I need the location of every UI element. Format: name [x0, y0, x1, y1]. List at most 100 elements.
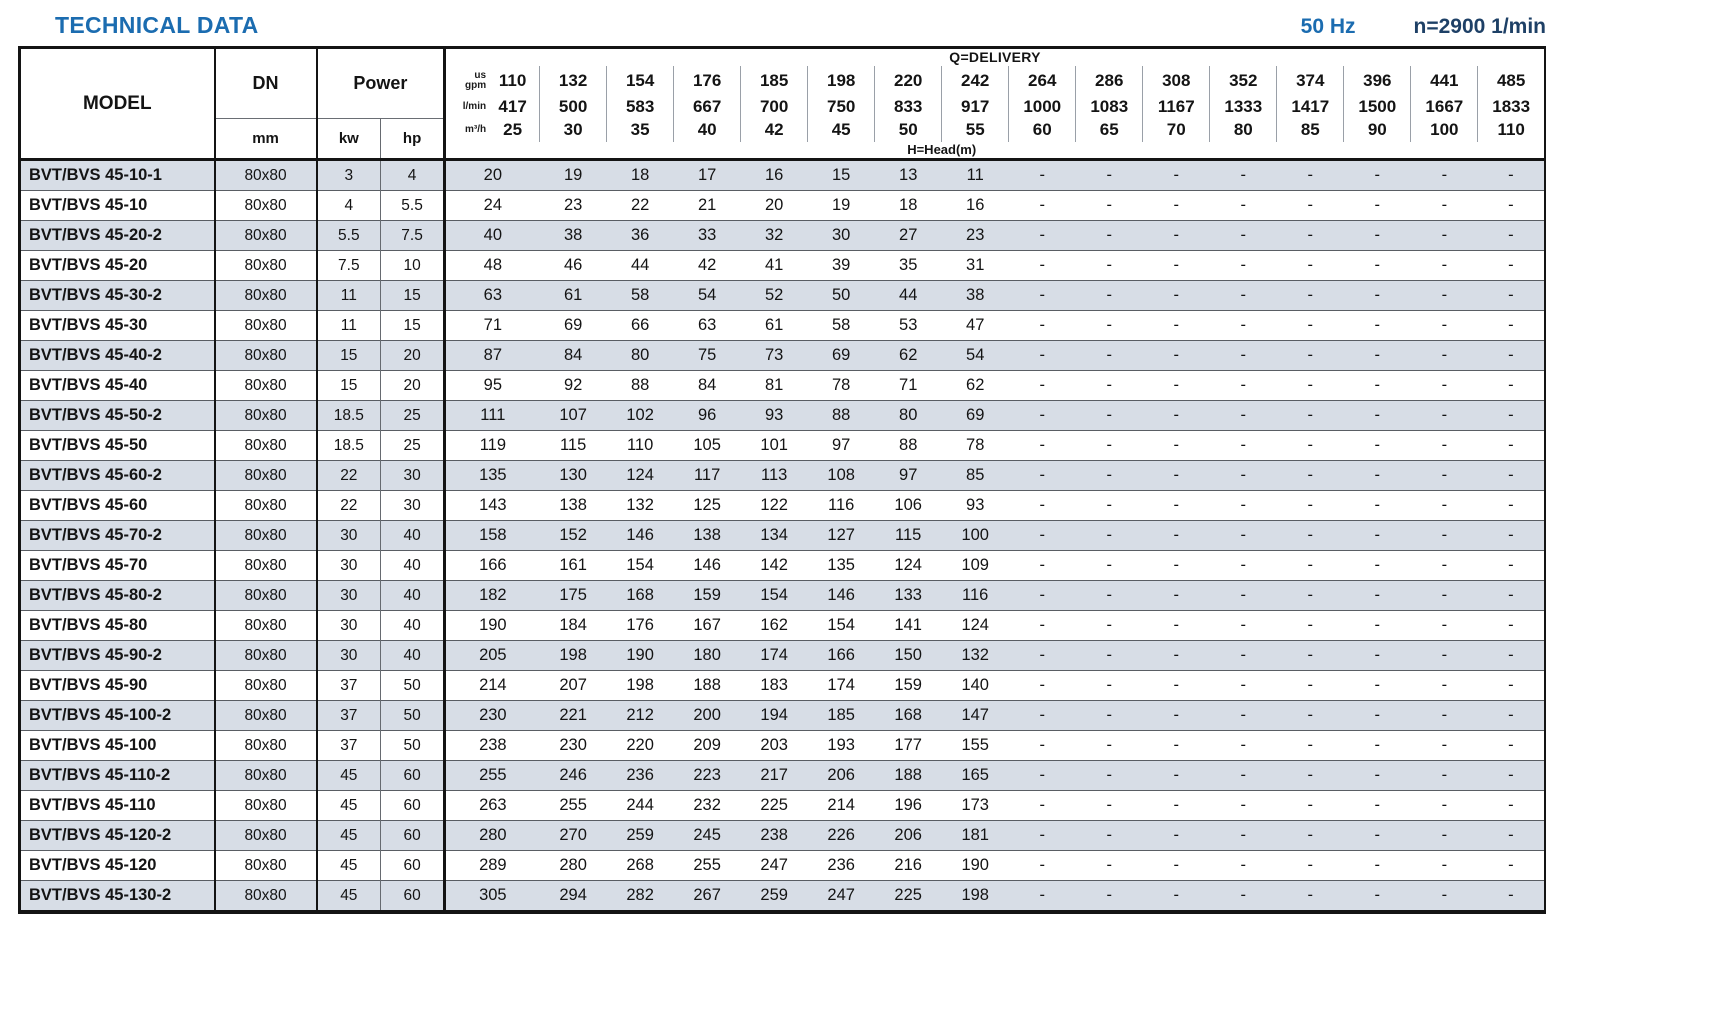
model-header: MODEL	[19, 47, 216, 160]
head-value-cell: -	[1410, 430, 1478, 461]
head-value-cell: 305	[444, 880, 540, 912]
table-row: BVT/BVS 45-110-2 80x80 45 60 255 246 236 223 217…	[19, 760, 1545, 791]
head-value-cell: -	[1410, 640, 1478, 671]
head-value-cell: 97	[874, 460, 942, 491]
flow-header-cell: l/min 417	[445, 96, 540, 119]
head-value-cell: -	[1343, 550, 1411, 581]
head-value-cell: -	[1075, 220, 1143, 251]
head-value-cell: -	[1276, 580, 1344, 611]
head-value-cell: 232	[673, 790, 741, 821]
head-value-cell: 127	[807, 520, 875, 551]
table-row: BVT/BVS 45-30 80x80 11 15 71 69 66 63 61 58 53 47- -…	[19, 310, 1545, 341]
head-value-cell: 87	[444, 340, 540, 371]
gpm-unit-label: us gpm	[464, 69, 487, 91]
head-value-cell: 212	[606, 700, 674, 731]
head-value-cell: 38	[941, 280, 1009, 311]
dn-cell: 80x80	[214, 730, 318, 761]
head-value-cell: 41	[740, 250, 808, 281]
head-value-cell: 203	[740, 730, 808, 761]
hp-cell: 10	[380, 250, 447, 281]
flow-header-cell: 45	[807, 118, 875, 142]
kw-cell: 30	[316, 640, 382, 671]
head-value-cell: 247	[740, 850, 808, 881]
head-value-cell: -	[1410, 340, 1478, 371]
head-value-cell: 27	[874, 220, 942, 251]
head-value-cell: -	[1008, 430, 1076, 461]
head-value-cell: -	[1075, 850, 1143, 881]
model-cell: BVT/BVS 45-10-1	[19, 158, 216, 191]
head-value-cell: -	[1410, 820, 1478, 851]
flow-header-cell: 485	[1477, 65, 1545, 96]
head-value-cell: 32	[740, 220, 808, 251]
head-value-cell: -	[1410, 190, 1478, 221]
head-value-cell: 92	[539, 370, 607, 401]
head-value-cell: -	[1008, 190, 1076, 221]
head-value-cell: 226	[807, 820, 875, 851]
head-value-cell: 96	[673, 400, 741, 431]
head-value-cell: -	[1343, 430, 1411, 461]
head-value-cell: 255	[444, 760, 540, 791]
head-value-cell: 155	[941, 730, 1009, 761]
head-value-cell: -	[1410, 490, 1478, 521]
head-value-cell: 236	[807, 850, 875, 881]
flow-header-cell: 50	[874, 118, 942, 142]
head-value-cell: 146	[673, 550, 741, 581]
table-row: BVT/BVS 45-120-2 80x80 45 60 280 270 259 245 238…	[19, 820, 1545, 851]
head-value-cell: -	[1008, 280, 1076, 311]
head-value-cell: 174	[807, 670, 875, 701]
hp-cell: 25	[380, 430, 447, 461]
head-value-cell: -	[1209, 820, 1277, 851]
head-value-cell: 19	[539, 158, 607, 191]
head-value-cell: 62	[874, 340, 942, 371]
flow-header-cell: 667	[673, 95, 741, 119]
flow-header-cell: 750	[807, 95, 875, 119]
table-body: BVT/BVS 45-10-1 80x80 3 4 20 19 18 17 16 15 13 11- -…	[19, 158, 1545, 912]
head-value-cell: -	[1209, 580, 1277, 611]
head-value-cell: -	[1142, 158, 1210, 191]
head-value-cell: 206	[807, 760, 875, 791]
head-value-cell: -	[1075, 370, 1143, 401]
hp-cell: 40	[380, 520, 447, 551]
hp-cell: 60	[380, 790, 447, 821]
head-value-cell: -	[1142, 730, 1210, 761]
flow-header-cell: 1667	[1410, 95, 1478, 119]
flow-header-cell: 90	[1343, 118, 1411, 142]
head-value-cell: -	[1209, 250, 1277, 281]
head-value-cell: 176	[606, 610, 674, 641]
dn-cell: 80x80	[214, 760, 318, 791]
head-value-cell: -	[1209, 340, 1277, 371]
head-value-cell: -	[1008, 370, 1076, 401]
head-value-cell: 69	[807, 340, 875, 371]
head-value-cell: 263	[444, 790, 540, 821]
head-value-cell: 116	[807, 490, 875, 521]
head-value-cell: -	[1343, 730, 1411, 761]
flow-header-cell: 1833	[1477, 95, 1545, 119]
hp-cell: 30	[380, 460, 447, 491]
head-value-cell: 174	[740, 640, 808, 671]
head-value-cell: -	[1075, 610, 1143, 641]
head-value-cell: 23	[539, 190, 607, 221]
head-value-cell: 35	[874, 250, 942, 281]
dn-cell: 80x80	[214, 250, 318, 281]
dn-cell: 80x80	[214, 310, 318, 341]
dn-cell: 80x80	[214, 280, 318, 311]
head-value-cell: 71	[874, 370, 942, 401]
head-value-cell: 16	[941, 190, 1009, 221]
head-value-cell: -	[1142, 700, 1210, 731]
hp-cell: 50	[380, 730, 447, 761]
table-row: BVT/BVS 45-60 80x80 22 30 143 138 132 125 122 116…	[19, 490, 1545, 521]
blank-cell	[1411, 142, 1478, 160]
model-cell: BVT/BVS 45-130-2	[19, 880, 216, 912]
flow-header-cell: 154	[606, 65, 674, 96]
head-value-cell: -	[1343, 340, 1411, 371]
head-value-cell: -	[1209, 640, 1277, 671]
head-value-cell: 238	[740, 820, 808, 851]
head-value-cell: -	[1276, 340, 1344, 371]
head-value-cell: 159	[874, 670, 942, 701]
hp-cell: 60	[380, 760, 447, 791]
head-value-cell: 289	[444, 850, 540, 881]
head-value-cell: -	[1477, 880, 1545, 912]
head-value-cell: 116	[941, 580, 1009, 611]
head-value-cell: 244	[606, 790, 674, 821]
head-value-cell: -	[1477, 400, 1545, 431]
